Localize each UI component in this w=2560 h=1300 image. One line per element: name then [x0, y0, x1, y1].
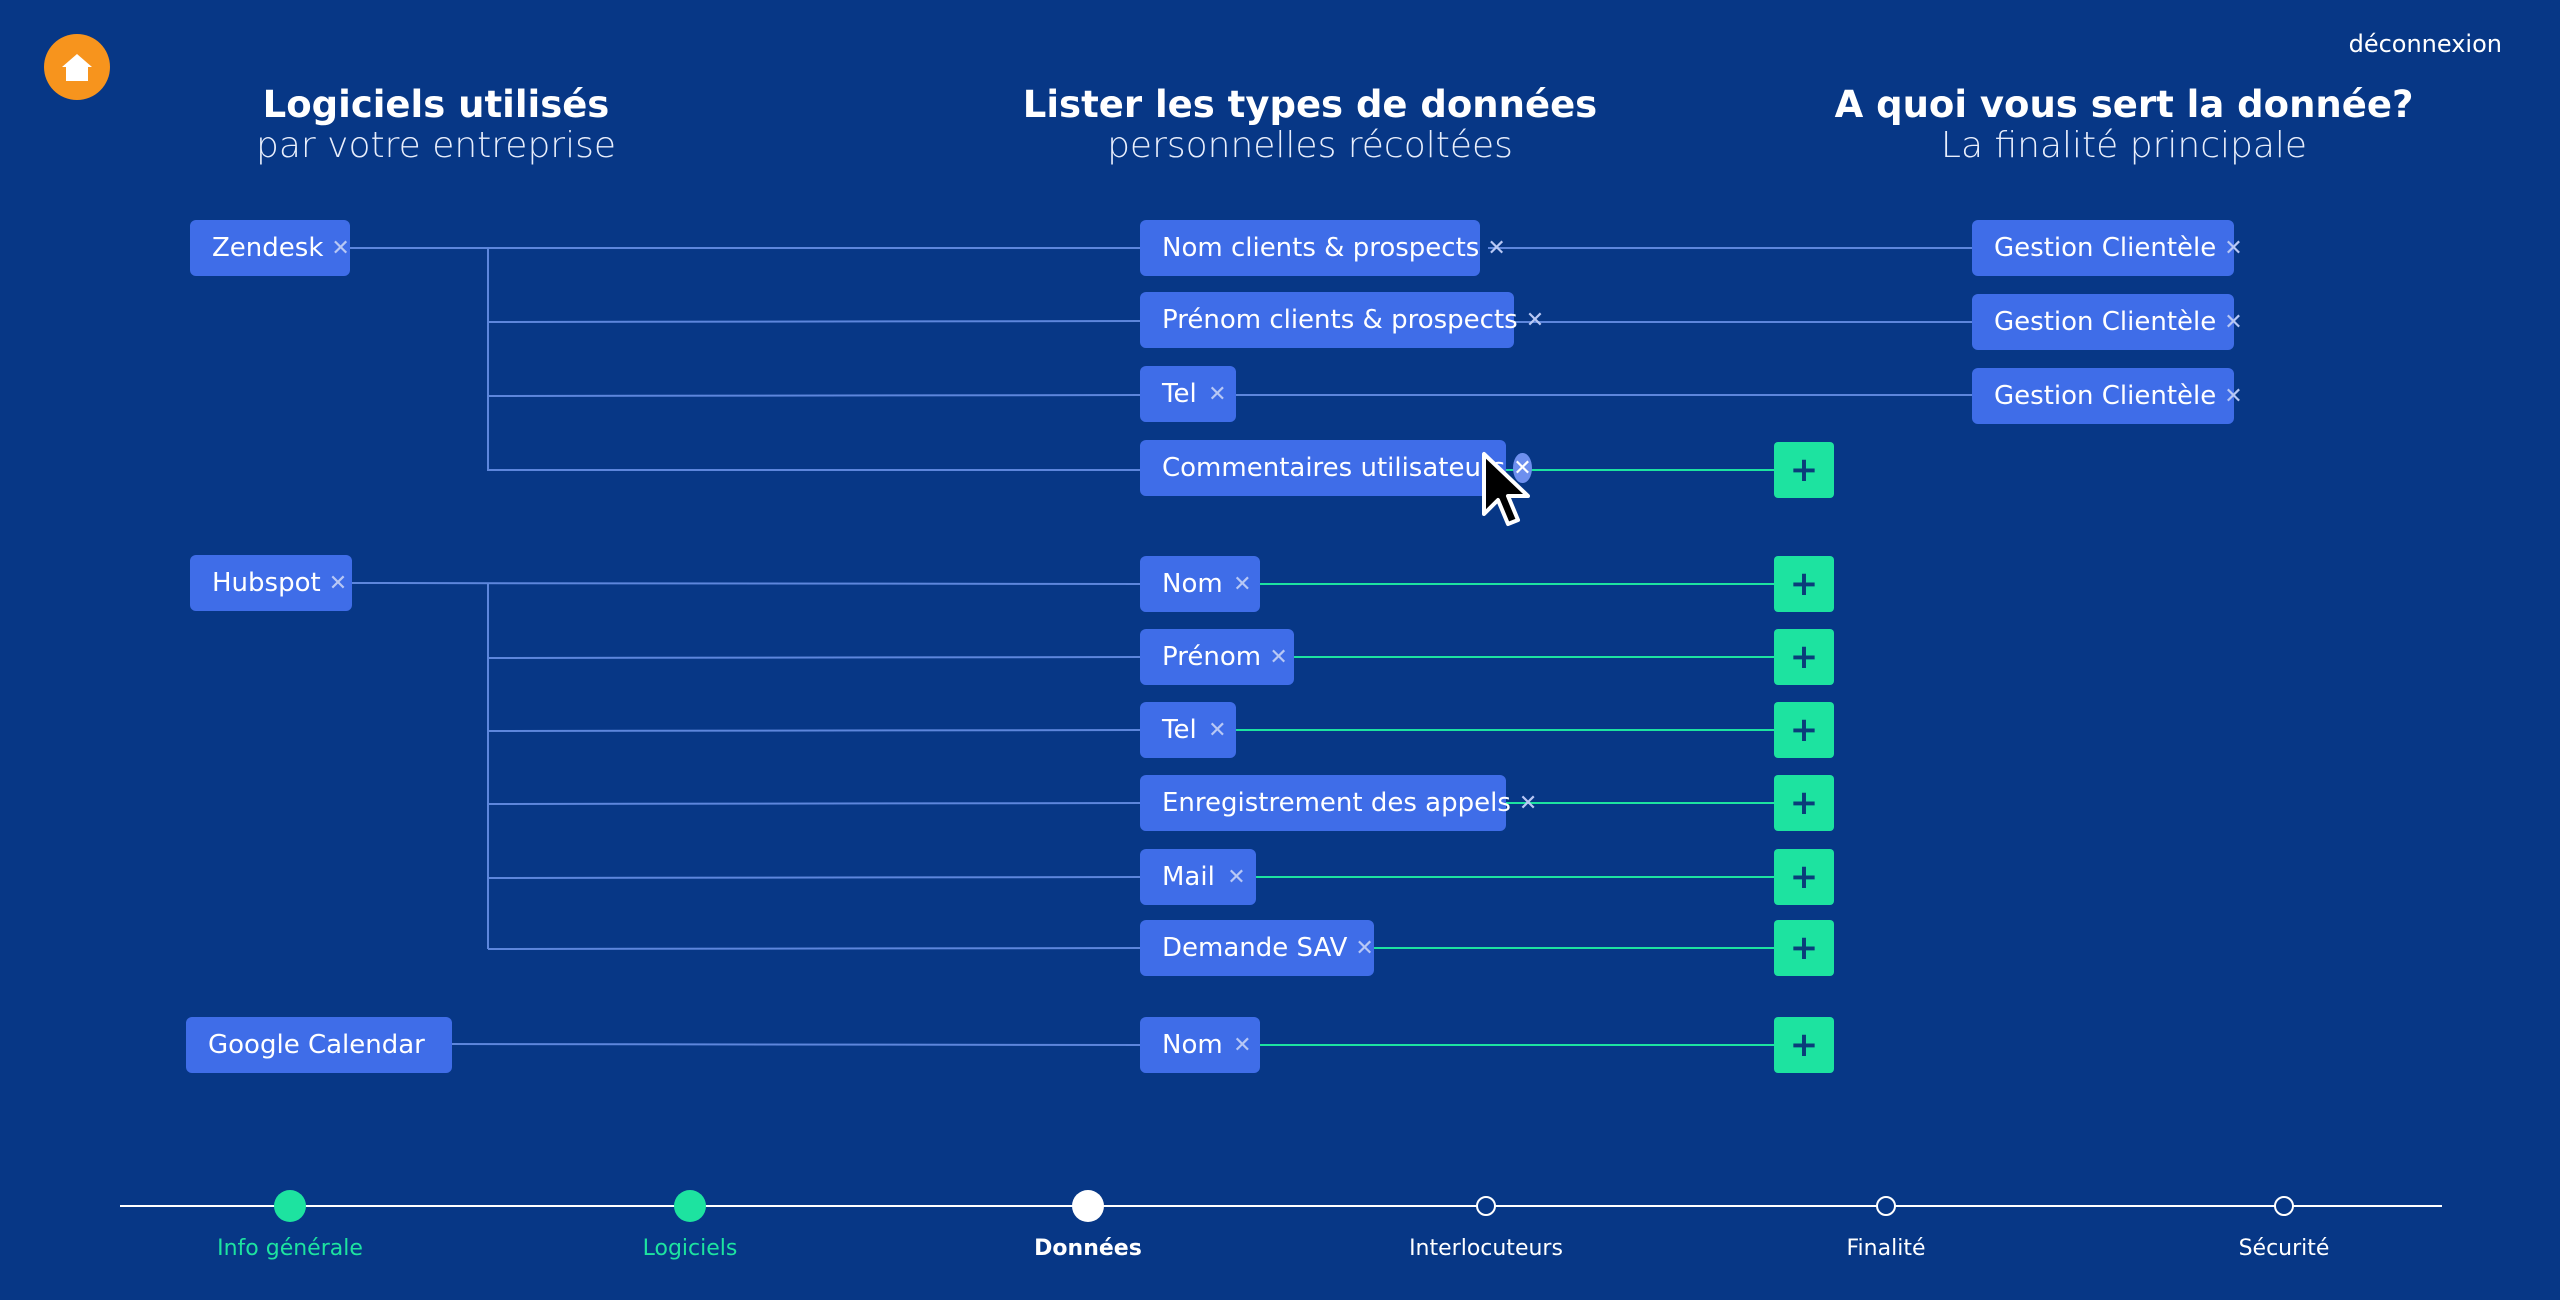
column-title: Lister les types de données [1022, 83, 1598, 126]
step-label-info-generale[interactable]: Info générale [217, 1236, 363, 1261]
data-type-label: Enregistrement des appels [1162, 788, 1511, 818]
data-type-label: Tel [1162, 379, 1197, 409]
data-type-label: Tel [1162, 715, 1197, 745]
step-dot-current[interactable] [1072, 1190, 1104, 1222]
data-type-tag[interactable]: Nom ✕ [1140, 1017, 1260, 1073]
add-purpose-button[interactable]: + [1774, 1017, 1834, 1073]
software-tag-label: Hubspot [212, 568, 321, 598]
data-type-tag[interactable]: Prénom clients & prospects ✕ [1140, 292, 1544, 348]
step-dot-todo[interactable] [1876, 1196, 1896, 1216]
data-type-label: Prénom [1162, 642, 1262, 672]
add-purpose-button[interactable]: + [1774, 629, 1834, 685]
column-title: Logiciels utilisés [262, 83, 610, 126]
remove-icon[interactable]: ✕ [1233, 1032, 1252, 1058]
data-type-tag[interactable]: Tel ✕ [1140, 366, 1236, 422]
data-type-tag[interactable]: Mail ✕ [1140, 849, 1256, 905]
software-tag[interactable]: Zendesk ✕ [190, 220, 350, 276]
remove-icon[interactable]: ✕ [2224, 383, 2243, 409]
data-type-tag[interactable]: Nom ✕ [1140, 556, 1260, 612]
step-label-securite[interactable]: Sécurité [2238, 1236, 2330, 1261]
purpose-label: Gestion Clientèle [1994, 307, 2217, 337]
data-type-tag[interactable]: Prénom ✕ [1140, 629, 1294, 685]
column-header-data-types: Lister les types de données personnelles… [960, 84, 1660, 166]
data-type-label: Prénom clients & prospects [1162, 305, 1518, 335]
step-label-donnees[interactable]: Données [1034, 1236, 1142, 1261]
remove-icon[interactable]: ✕ [1487, 235, 1506, 261]
remove-icon[interactable]: ✕ [1208, 381, 1227, 407]
purpose-tag[interactable]: Gestion Clientèle ✕ [1972, 220, 2243, 276]
software-tag-label: Google Calendar [208, 1030, 425, 1060]
step-label-interlocuteurs[interactable]: Interlocuteurs [1409, 1236, 1563, 1261]
add-purpose-button[interactable]: + [1774, 775, 1834, 831]
remove-icon[interactable]: ✕ [331, 235, 350, 261]
remove-icon[interactable]: ✕ [1513, 453, 1532, 483]
home-icon [62, 54, 92, 81]
home-button[interactable] [44, 34, 110, 100]
remove-icon[interactable]: ✕ [1518, 790, 1538, 816]
data-type-label: Mail [1162, 862, 1215, 892]
remove-icon[interactable]: ✕ [2224, 235, 2243, 261]
add-purpose-button[interactable]: + [1774, 849, 1834, 905]
data-type-label: Demande SAV [1162, 933, 1348, 963]
column-title: A quoi vous sert la donnée? [1834, 83, 2414, 126]
step-dot-todo[interactable] [2274, 1196, 2294, 1216]
step-dot-done[interactable] [674, 1190, 706, 1222]
remove-icon[interactable]: ✕ [1525, 307, 1545, 333]
software-tag[interactable]: Hubspot ✕ [190, 555, 352, 611]
step-dot-done[interactable] [274, 1190, 306, 1222]
column-subtitle: personnelles récoltées [1107, 125, 1513, 166]
add-purpose-button[interactable]: + [1774, 920, 1834, 976]
step-dot-todo[interactable] [1476, 1196, 1496, 1216]
purpose-label: Gestion Clientèle [1994, 233, 2217, 263]
step-label-finalite[interactable]: Finalité [1846, 1236, 1926, 1261]
add-purpose-button[interactable]: + [1774, 702, 1834, 758]
software-tag[interactable]: Google Calendar [186, 1017, 452, 1073]
add-purpose-button[interactable]: + [1774, 556, 1834, 612]
data-type-tag[interactable]: Commentaires utilisateurs ✕ [1140, 440, 1532, 496]
data-type-tag[interactable]: Enregistrement des appels ✕ [1140, 775, 1537, 831]
column-header-purpose: A quoi vous sert la donnée? La finalité … [1774, 84, 2474, 166]
add-purpose-button[interactable]: + [1774, 442, 1834, 498]
data-type-label: Nom [1162, 569, 1223, 599]
mouse-cursor-icon [1482, 452, 1530, 526]
remove-icon[interactable]: ✕ [2224, 309, 2243, 335]
purpose-tag[interactable]: Gestion Clientèle ✕ [1972, 294, 2243, 350]
remove-icon[interactable]: ✕ [1233, 571, 1252, 597]
data-type-tag[interactable]: Nom clients & prospects ✕ [1140, 220, 1506, 276]
column-header-software: Logiciels utilisés par votre entreprise [86, 84, 786, 166]
data-type-tag[interactable]: Tel ✕ [1140, 702, 1236, 758]
remove-icon[interactable]: ✕ [328, 570, 348, 596]
data-type-tag[interactable]: Demande SAV ✕ [1140, 920, 1374, 976]
purpose-tag[interactable]: Gestion Clientèle ✕ [1972, 368, 2243, 424]
remove-icon[interactable]: ✕ [1269, 644, 1288, 670]
data-type-label: Nom [1162, 1030, 1223, 1060]
remove-icon[interactable]: ✕ [1355, 935, 1374, 961]
remove-icon[interactable]: ✕ [1227, 864, 1246, 890]
column-subtitle: La finalité principale [1940, 125, 2308, 166]
logout-link[interactable]: déconnexion [2348, 30, 2502, 58]
software-tag-label: Zendesk [212, 233, 324, 263]
data-type-label: Commentaires utilisateurs [1162, 453, 1506, 483]
column-subtitle: par votre entreprise [256, 125, 616, 166]
step-label-logiciels[interactable]: Logiciels [642, 1236, 738, 1261]
data-type-label: Nom clients & prospects [1162, 233, 1480, 263]
purpose-label: Gestion Clientèle [1994, 381, 2217, 411]
remove-icon[interactable]: ✕ [1208, 717, 1227, 743]
